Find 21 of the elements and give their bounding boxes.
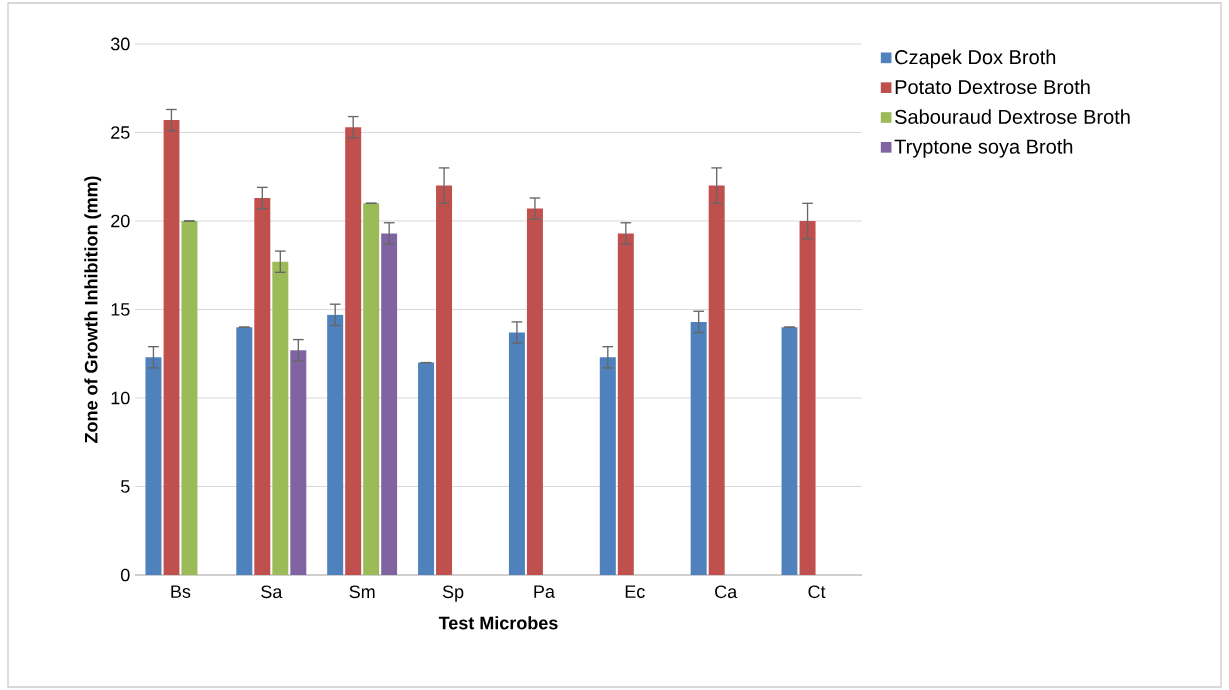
y-axis-title: Zone of Growth Inhibition (mm) [84,176,102,443]
legend-label: Potato Dextrose Broth [895,79,1090,95]
legend-label: Tryptone soya Broth [894,139,1073,158]
y-tick-label: 25 [111,126,130,139]
y-tick-label: 30 [110,37,130,51]
x-tick-label: Ct [808,585,826,599]
x-tick-label: Sm [349,585,375,599]
x-tick-label: Bs [171,585,191,598]
y-tick-label: 10 [111,391,130,405]
x-tick-label: Ca [715,585,738,599]
x-tick-label: Pa [534,585,555,598]
x-axis-title: Test Microbes [438,616,558,630]
y-tick-label: 0 [120,568,130,582]
x-tick-label: Ec [625,585,645,598]
x-tick-label: Sa [261,585,283,599]
y-tick-label: 15 [111,303,130,316]
legend-label: Sabouraud Dextrose Broth [895,109,1130,124]
y-tick-label: 20 [111,214,130,228]
x-tick-label: Sp [442,585,464,602]
legend-label: Czapek Dox Broth [895,49,1056,69]
y-tick-label: 5 [120,480,130,493]
